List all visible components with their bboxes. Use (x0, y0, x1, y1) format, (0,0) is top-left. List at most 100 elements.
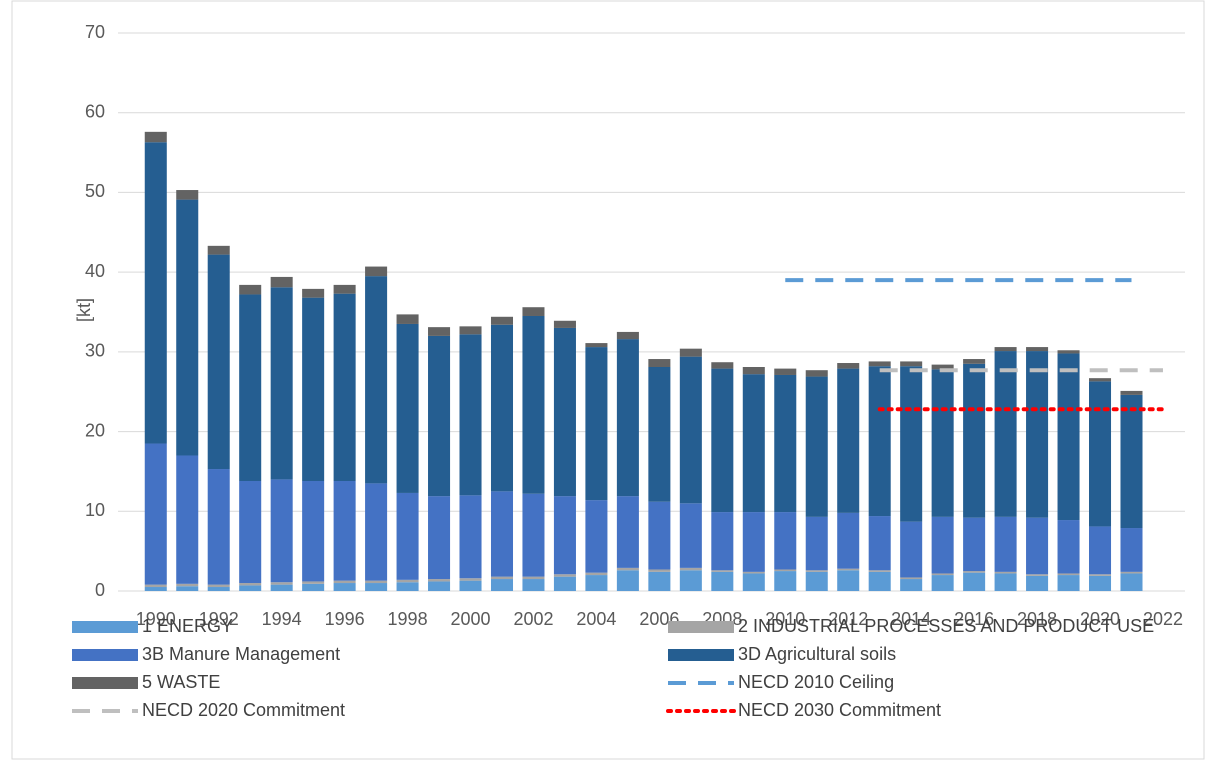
bar-segment (931, 364, 954, 370)
bar-segment (711, 368, 734, 513)
bar-segment (207, 469, 230, 585)
bar-segment (144, 142, 167, 444)
bar-segment (176, 586, 199, 591)
bar-segment (994, 571, 1017, 574)
bar-segment (805, 516, 828, 571)
legend-label: 5 WASTE (142, 672, 220, 692)
bar-segment (900, 579, 923, 591)
bar-segment (302, 583, 325, 591)
bar-segment (270, 584, 293, 591)
bar-segment (1057, 353, 1080, 521)
x-tick-label: 2018 (1017, 609, 1057, 629)
bar-segment (868, 571, 891, 591)
bar-segment (616, 331, 639, 340)
bar-segment (931, 575, 954, 591)
bar-segment (302, 297, 325, 481)
bar-segment (963, 359, 986, 364)
x-tick-label: 2010 (765, 609, 805, 629)
bar-segment (490, 316, 514, 325)
bar-segment (616, 567, 639, 571)
bar-segment (837, 512, 860, 569)
bar-segment (302, 581, 325, 584)
bar-segment (742, 374, 765, 513)
bar-segment (239, 284, 262, 295)
bar-segment (931, 573, 954, 576)
y-tick-label: 70 (85, 22, 105, 42)
y-tick-label: 20 (85, 420, 105, 440)
bar-segment (207, 245, 230, 255)
bar-segment (868, 516, 891, 571)
bar-segment (711, 362, 734, 369)
bar-segment (144, 131, 167, 143)
bar-segment (648, 569, 671, 572)
bar-segment (616, 570, 639, 591)
bar-segment (144, 587, 167, 591)
bar-segment (459, 495, 482, 579)
legend-label: 3B Manure Management (142, 644, 340, 664)
bar-segment (459, 578, 482, 581)
bar-segment (553, 574, 576, 577)
bar-segment (679, 503, 702, 568)
x-tick-label: 2002 (513, 609, 553, 629)
bar-segment (1089, 575, 1112, 591)
bar-segment (490, 324, 514, 492)
bar-segment (837, 363, 860, 369)
bar-segment (711, 570, 734, 572)
x-tick-label: 1992 (199, 609, 239, 629)
bar-segment (774, 571, 797, 591)
bar-segment (963, 572, 986, 591)
y-tick-label: 50 (85, 181, 105, 201)
x-tick-label: 1998 (388, 609, 428, 629)
bar-segment (239, 480, 262, 584)
bar-segment (616, 496, 639, 568)
bar-segment (522, 576, 545, 580)
bar-segment (239, 583, 262, 586)
legend-swatch (72, 649, 138, 661)
bar-segment (963, 517, 986, 572)
bar-segment (805, 370, 828, 377)
bar-segment (931, 516, 954, 574)
bar-segment (585, 347, 608, 501)
legend-label: 2 INDUSTRIAL PROCESSES AND PRODUCT USE (738, 616, 1154, 636)
bar-segment (428, 496, 451, 580)
bar-segment (1026, 574, 1049, 576)
x-tick-label: 1990 (136, 609, 176, 629)
x-tick-label: 2012 (828, 609, 868, 629)
legend-label: 3D Agricultural soils (738, 644, 896, 664)
bar-segment (900, 366, 923, 522)
bar-segment (396, 492, 419, 580)
bar-segment (805, 571, 828, 591)
bar-segment (585, 575, 608, 591)
bar-segment (428, 335, 451, 497)
bar-segment (774, 512, 797, 570)
bar-segment (994, 351, 1017, 517)
bar-segment (239, 294, 262, 481)
bar-segment (963, 571, 986, 573)
bar-segment (365, 583, 388, 591)
bar-segment (1120, 394, 1143, 529)
bar-segment (679, 567, 702, 571)
bar-segment (207, 584, 230, 588)
bar-segment (774, 368, 797, 375)
bar-segment (333, 293, 356, 481)
bar-segment (774, 569, 797, 572)
bar-segment (679, 356, 702, 504)
bar-segment (1089, 381, 1112, 527)
bar-segment (428, 581, 451, 591)
bar-segment (1089, 378, 1112, 382)
bar-segment (333, 480, 356, 581)
y-tick-label: 0 (95, 580, 105, 600)
bar-segment (1026, 351, 1049, 518)
bar-segment (742, 512, 765, 572)
bar-segment (994, 347, 1017, 352)
bar-segment (553, 320, 576, 328)
bar-segment (648, 367, 671, 502)
legend-label: NECD 2020 Commitment (142, 700, 345, 720)
bar-segment (396, 323, 419, 493)
bar-segment (490, 579, 514, 591)
bar-segment (1026, 347, 1049, 352)
bar-segment (428, 579, 451, 582)
bar-segment (333, 284, 356, 294)
bar-segment (774, 374, 797, 513)
x-tick-label: 2004 (576, 609, 616, 629)
